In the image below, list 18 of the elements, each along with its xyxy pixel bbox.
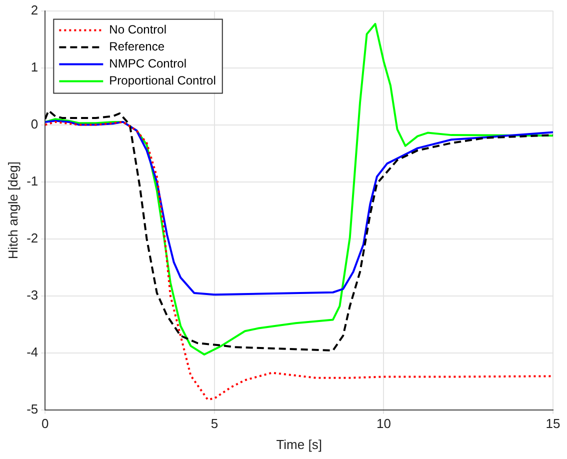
- legend-label: No Control: [109, 22, 167, 37]
- x-axis-title: Time [s]: [276, 436, 322, 452]
- x-tick-label: 5: [210, 416, 218, 432]
- y-tick-label: -1: [26, 173, 38, 188]
- y-tick-label: 2: [30, 2, 38, 18]
- legend-label: Reference: [109, 40, 165, 54]
- y-tick-label: -2: [26, 230, 38, 246]
- y-tick-label: -3: [26, 287, 38, 302]
- y-tick-label: 0: [30, 116, 38, 132]
- legend-label: NMPC Control: [109, 56, 187, 71]
- y-axis-title: Hitch angle [deg]: [5, 162, 20, 260]
- legend-label: Proportional Control: [109, 74, 216, 88]
- y-tick-label: -4: [26, 344, 38, 360]
- y-tick-label: 1: [30, 59, 38, 74]
- y-tick-label: -5: [26, 401, 38, 416]
- x-tick-label: 0: [42, 416, 49, 432]
- x-tick-label: 10: [376, 416, 391, 432]
- x-tick-label: 15: [546, 416, 560, 432]
